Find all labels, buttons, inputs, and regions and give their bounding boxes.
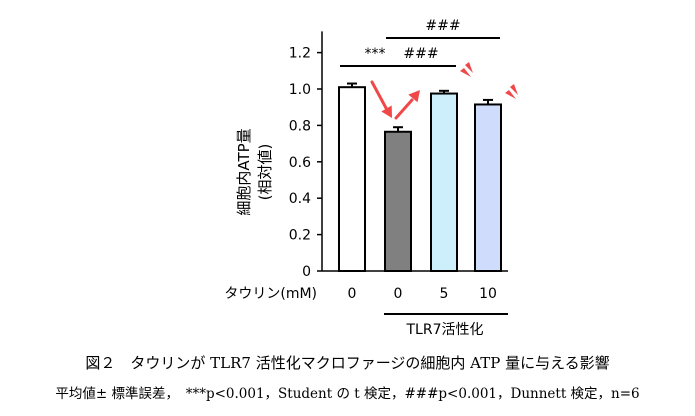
y-axis-label-line2: (相対値) <box>256 144 274 201</box>
emphasis-mark-2-1 <box>505 90 516 99</box>
bar-2 <box>384 130 412 272</box>
arrow-down-shaft <box>370 80 388 110</box>
chart-bars <box>338 82 502 273</box>
treatment-group-label: TLR7活性化 <box>406 322 484 338</box>
x-tick-label-1: 0 <box>348 286 357 302</box>
y-tick-label: 0 <box>302 264 311 280</box>
y-tick-label: 0.4 <box>289 191 311 207</box>
figure-caption-note: 平均値± 標準誤差， ***p<0.001，Student の t 検定，###… <box>55 386 640 402</box>
emphasis-mark-2-2 <box>510 84 518 95</box>
arrow-up-shaft <box>394 98 414 120</box>
y-tick-label: 0.2 <box>289 228 311 244</box>
chart-axes: 0 0.2 0.4 0.6 0.8 1.0 1.2 <box>289 31 508 280</box>
x-tick-labels: 0 0 5 10 <box>348 286 497 302</box>
emphasis-mark-1-1 <box>460 68 471 77</box>
bar-4 <box>474 103 502 272</box>
bar-3 <box>430 92 458 272</box>
y-tick-label: 0.6 <box>289 155 311 171</box>
y-tick-label: 1.0 <box>289 82 311 98</box>
trend-arrows <box>370 62 518 120</box>
significance-label-3: ### <box>425 18 460 34</box>
significance-label-2: ### <box>403 46 438 62</box>
y-tick-label: 1.2 <box>289 46 311 62</box>
emphasis-mark-1-2 <box>465 62 473 73</box>
significance-label-1: *** <box>365 46 386 62</box>
arrow-down-head <box>381 105 392 118</box>
x-tick-label-3: 5 <box>440 286 449 302</box>
x-tick-label-2: 0 <box>394 286 403 302</box>
x-axis-label: タウリン(mM) <box>224 286 317 302</box>
arrow-up-head <box>408 90 420 103</box>
significance-annotations: *** ### ### <box>340 18 500 67</box>
atp-bar-chart: 細胞内ATP量 (相対値) 0 0.2 0.4 0.6 0.8 1.0 1.2 *** ###… <box>224 18 518 338</box>
y-axis-label-line1: 細胞内ATP量 <box>235 128 253 215</box>
figure-caption-title: 図２ タウリンが TLR7 活性化マクロファージの細胞内 ATP 量に与える影響 <box>85 354 610 372</box>
y-tick-label: 0.8 <box>289 118 311 134</box>
bar-1 <box>338 86 366 273</box>
x-tick-label-4: 10 <box>479 286 497 302</box>
